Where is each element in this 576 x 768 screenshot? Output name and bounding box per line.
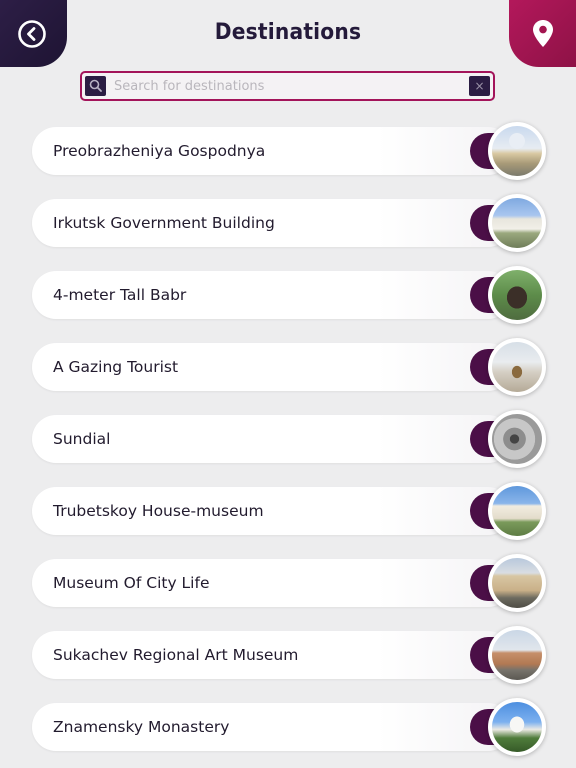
destination-item[interactable]: A Gazing Tourist	[32, 338, 546, 396]
city-life-museum-photo	[492, 558, 542, 608]
destination-name: Trubetskoy House-museum	[53, 502, 264, 520]
sundial-photo	[492, 414, 542, 464]
destination-card	[32, 415, 512, 463]
destination-name: Sukachev Regional Art Museum	[53, 646, 299, 664]
tourist-statue-photo	[492, 342, 542, 392]
destination-name: 4-meter Tall Babr	[53, 286, 187, 304]
destination-thumbnail	[488, 626, 546, 684]
destination-card	[32, 631, 512, 679]
babr-statue-photo	[492, 270, 542, 320]
back-arrow-icon	[18, 20, 46, 48]
map-button[interactable]	[509, 0, 576, 67]
destination-thumbnail	[488, 482, 546, 540]
destination-thumbnail	[488, 338, 546, 396]
destination-thumbnail	[488, 698, 546, 756]
destination-name: A Gazing Tourist	[53, 358, 179, 376]
art-museum-photo	[492, 630, 542, 680]
destination-item[interactable]: Preobrazheniya Gospodnya	[32, 122, 546, 180]
destination-item[interactable]: Museum Of City Life	[32, 554, 546, 612]
destination-item[interactable]: 4-meter Tall Babr	[32, 266, 546, 324]
destination-card	[32, 271, 512, 319]
destination-thumbnail	[488, 266, 546, 324]
destination-card	[32, 127, 512, 175]
page-title: Destinations	[214, 20, 362, 45]
close-icon: ×	[474, 79, 485, 93]
destination-name: Znamensky Monastery	[53, 718, 230, 736]
destination-name: Museum Of City Life	[53, 574, 210, 592]
destination-thumbnail	[488, 554, 546, 612]
destination-name: Preobrazheniya Gospodnya	[53, 142, 266, 160]
search-input[interactable]	[114, 76, 464, 96]
destination-card	[32, 199, 512, 247]
destination-name: Irkutsk Government Building	[53, 214, 275, 232]
search-icon	[89, 79, 102, 92]
destination-card	[32, 343, 512, 391]
header-bar: Destinations	[0, 0, 576, 68]
house-museum-photo	[492, 486, 542, 536]
destination-name: Sundial	[53, 430, 111, 448]
destination-thumbnail	[488, 410, 546, 468]
destination-card	[32, 487, 512, 535]
destination-item[interactable]: Irkutsk Government Building	[32, 194, 546, 252]
destination-card	[32, 559, 512, 607]
destination-item[interactable]: Trubetskoy House-museum	[32, 482, 546, 540]
destination-thumbnail	[488, 122, 546, 180]
government-building-photo	[492, 198, 542, 248]
search-button[interactable]	[85, 76, 106, 96]
destination-item[interactable]: Znamensky Monastery	[32, 698, 546, 756]
monastery-photo	[492, 702, 542, 752]
search-bar: ×	[80, 71, 495, 101]
destination-card	[32, 703, 512, 751]
map-pin-icon	[533, 20, 553, 47]
destination-item[interactable]: Sukachev Regional Art Museum	[32, 626, 546, 684]
clear-search-button[interactable]: ×	[469, 76, 490, 96]
destination-thumbnail	[488, 194, 546, 252]
church-photo	[492, 126, 542, 176]
back-button[interactable]	[0, 0, 67, 67]
destination-item[interactable]: Sundial	[32, 410, 546, 468]
